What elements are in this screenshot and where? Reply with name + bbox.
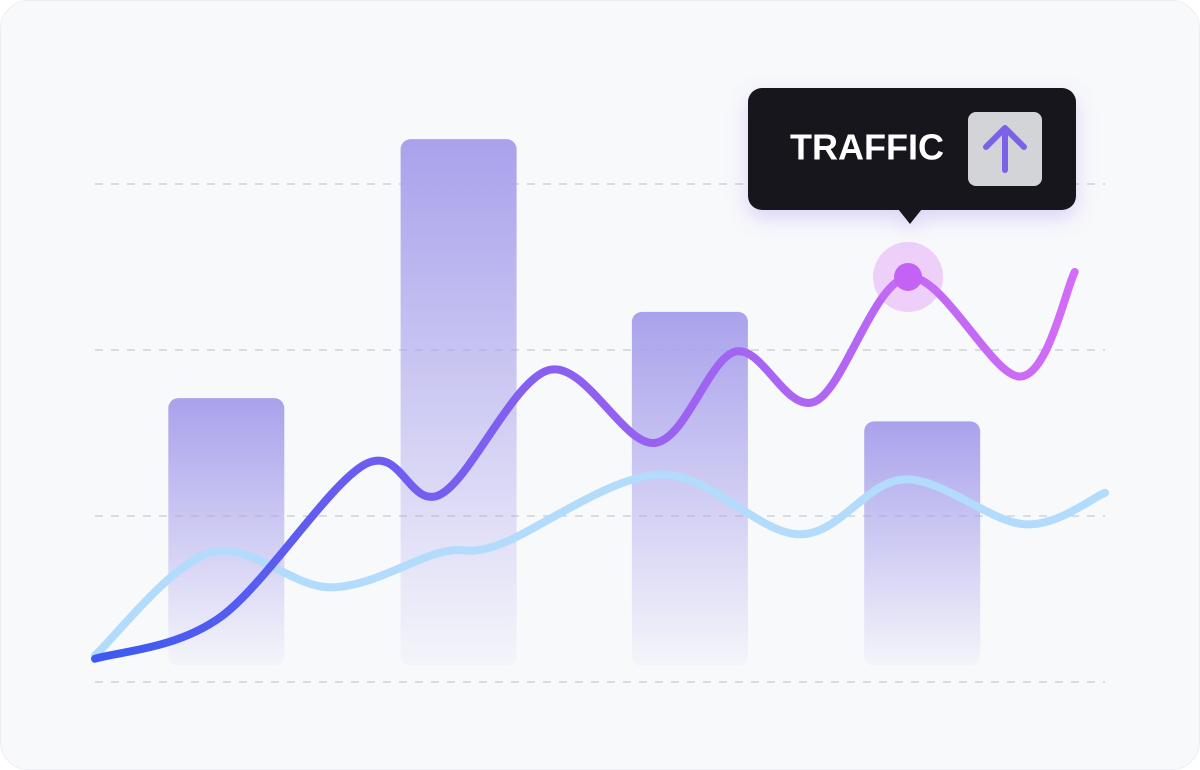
- line-series: [91, 267, 1079, 663]
- bar: [400, 139, 517, 666]
- bar: [864, 421, 981, 666]
- line-series: [91, 470, 1109, 660]
- bar: [631, 311, 748, 666]
- highlight-point: [894, 262, 923, 291]
- bar: [168, 398, 285, 666]
- tooltip-label: TRAFFIC: [790, 127, 944, 168]
- up-arrow-icon: [983, 125, 1027, 173]
- tooltip-pointer: [898, 209, 922, 224]
